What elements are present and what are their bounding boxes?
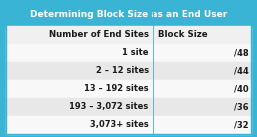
- Text: /40: /40: [234, 84, 248, 93]
- Text: 1 site: 1 site: [122, 48, 149, 57]
- Text: 2 – 12 sites: 2 – 12 sites: [96, 66, 149, 75]
- Text: /32: /32: [234, 120, 248, 129]
- Bar: [6, 3, 251, 26]
- Text: /44: /44: [234, 66, 248, 75]
- Text: 193 – 3,072 sites: 193 – 3,072 sites: [69, 102, 149, 111]
- Bar: [6, 116, 251, 134]
- Text: Determining Block Size as an End User: Determining Block Size as an End User: [30, 10, 227, 19]
- Bar: [6, 80, 251, 98]
- Bar: [6, 98, 251, 116]
- Text: /36: /36: [234, 102, 248, 111]
- Bar: [6, 26, 251, 44]
- Text: Number of End Sites: Number of End Sites: [49, 30, 149, 39]
- Text: 3,073+ sites: 3,073+ sites: [90, 120, 149, 129]
- Text: Block Size: Block Size: [158, 30, 207, 39]
- Bar: [6, 62, 251, 80]
- Text: 13 – 192 sites: 13 – 192 sites: [84, 84, 149, 93]
- Bar: [6, 44, 251, 62]
- Text: /48: /48: [234, 48, 248, 57]
